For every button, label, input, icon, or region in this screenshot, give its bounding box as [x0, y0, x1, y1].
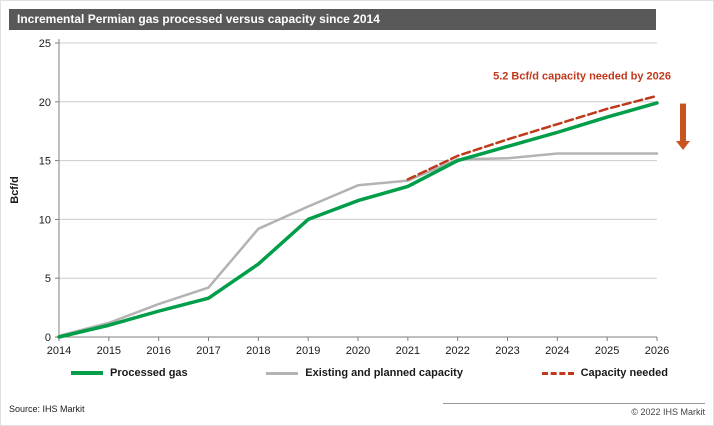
- legend-item-existing-capacity: Existing and planned capacity: [266, 367, 463, 379]
- svg-text:20: 20: [39, 97, 51, 109]
- legend-label-capacity-needed: Capacity needed: [580, 367, 668, 379]
- svg-text:2018: 2018: [246, 345, 270, 357]
- svg-text:2019: 2019: [296, 345, 320, 357]
- legend-item-processed-gas: Processed gas: [71, 367, 188, 379]
- svg-text:Bcf/d: Bcf/d: [9, 176, 21, 204]
- svg-text:2024: 2024: [545, 345, 569, 357]
- legend-label-existing-capacity: Existing and planned capacity: [305, 367, 463, 379]
- legend-label-processed-gas: Processed gas: [110, 367, 188, 379]
- legend: Processed gas Existing and planned capac…: [71, 367, 668, 379]
- svg-text:2020: 2020: [346, 345, 370, 357]
- svg-text:2015: 2015: [97, 345, 121, 357]
- svg-text:25: 25: [39, 38, 51, 50]
- existing-capacity-line-swatch: [266, 371, 299, 375]
- source-note: Source: IHS Markit: [9, 404, 85, 414]
- svg-text:2014: 2014: [47, 345, 71, 357]
- copyright-note: © 2022 IHS Markit: [443, 403, 705, 417]
- chart-title: Incremental Permian gas processed versus…: [17, 12, 380, 26]
- legend-item-capacity-needed: Capacity needed: [541, 367, 668, 379]
- processed-gas-line-swatch: [71, 371, 103, 375]
- svg-text:10: 10: [39, 214, 51, 226]
- chart-title-bar: Incremental Permian gas processed versus…: [9, 9, 656, 30]
- svg-text:2025: 2025: [595, 345, 619, 357]
- svg-text:2023: 2023: [495, 345, 519, 357]
- svg-text:0: 0: [45, 332, 51, 344]
- svg-text:15: 15: [39, 156, 51, 168]
- svg-text:2026: 2026: [645, 345, 669, 357]
- svg-text:2016: 2016: [146, 345, 170, 357]
- svg-text:5: 5: [45, 273, 51, 285]
- svg-text:2017: 2017: [196, 345, 220, 357]
- svg-text:5.2 Bcf/d capacity needed by 2: 5.2 Bcf/d capacity needed by 2026: [493, 70, 671, 82]
- svg-text:2021: 2021: [396, 345, 420, 357]
- capacity-needed-line-swatch: [541, 371, 574, 375]
- svg-text:2022: 2022: [445, 345, 469, 357]
